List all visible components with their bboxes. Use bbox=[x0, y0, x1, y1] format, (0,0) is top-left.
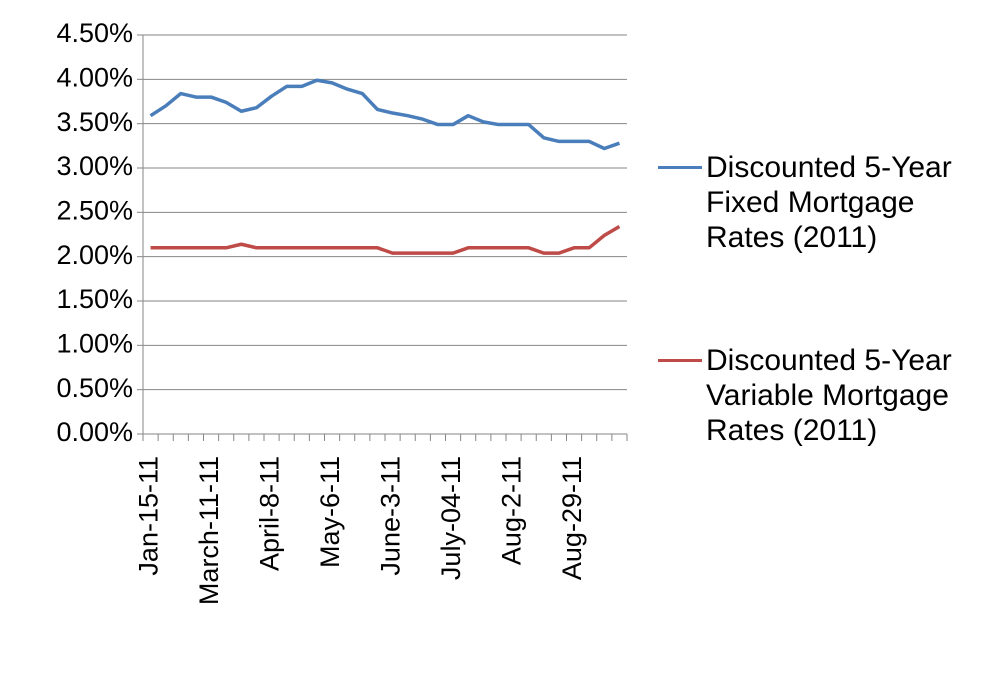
legend-label: Discounted 5-Year Variable Mortgage Rate… bbox=[706, 344, 952, 447]
y-tick-label: 1.50% bbox=[56, 284, 133, 314]
y-tick-label: 4.00% bbox=[56, 62, 133, 92]
legend-swatch bbox=[658, 359, 702, 362]
y-tick-label: 4.50% bbox=[56, 18, 133, 48]
x-tick-label: July-04-11 bbox=[436, 456, 466, 580]
legend-item: Discounted 5-Year Fixed Mortgage Rates (… bbox=[658, 150, 958, 255]
x-tick-label: March-11-11 bbox=[194, 456, 224, 605]
y-tick-label: 1.00% bbox=[56, 328, 133, 358]
legend-label: Discounted 5-Year Fixed Mortgage Rates (… bbox=[706, 151, 952, 254]
x-tick-label: June-3-11 bbox=[376, 456, 406, 576]
y-tick-label: 0.00% bbox=[56, 417, 133, 447]
y-tick-label: 2.50% bbox=[56, 195, 133, 225]
x-tick-label: Jan-15-11 bbox=[134, 456, 164, 576]
legend-swatch bbox=[658, 166, 702, 169]
y-tick-label: 3.50% bbox=[56, 107, 133, 137]
y-tick-label: 2.00% bbox=[56, 240, 133, 270]
x-tick-label: May-6-11 bbox=[315, 456, 345, 568]
x-tick-label: Aug-2-11 bbox=[497, 456, 527, 565]
y-tick-label: 3.00% bbox=[56, 151, 133, 181]
x-tick-label: Aug-29-11 bbox=[557, 456, 587, 580]
x-tick-label: April-8-11 bbox=[255, 456, 285, 571]
legend-item: Discounted 5-Year Variable Mortgage Rate… bbox=[658, 343, 958, 448]
y-tick-label: 0.50% bbox=[56, 373, 133, 403]
series-line bbox=[149, 78, 621, 151]
series-line bbox=[150, 225, 621, 255]
